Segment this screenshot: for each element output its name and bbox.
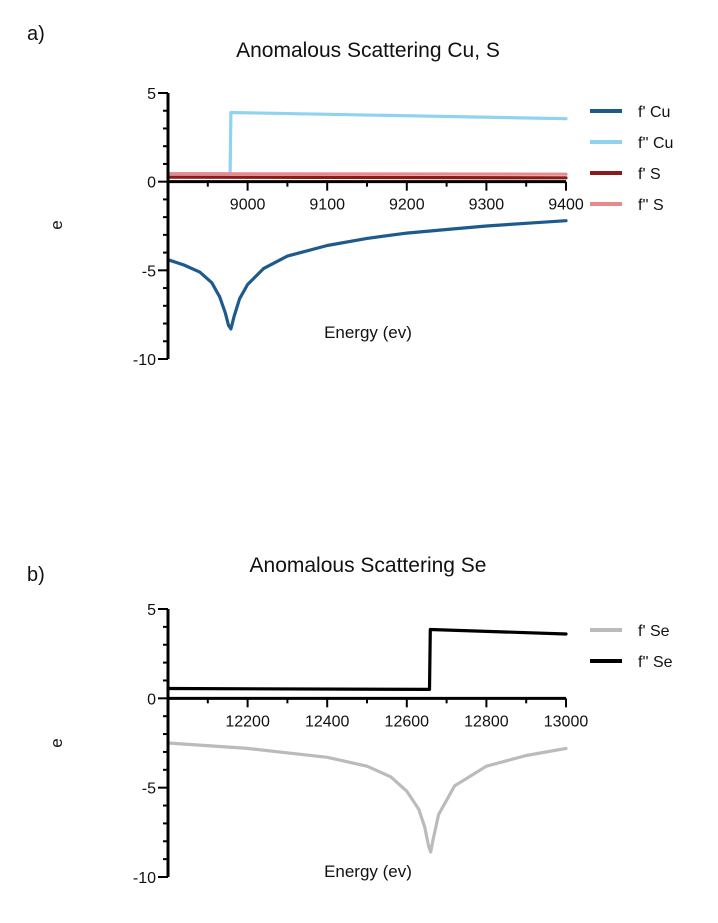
series-line-f-se (166, 627, 568, 692)
series-line-f-s (166, 172, 568, 176)
y-axis-label: e (47, 738, 66, 747)
x-tick-label: 12600 (385, 713, 430, 730)
x-tick-label: 12800 (464, 713, 509, 730)
legend-entry-label: f'' S (638, 197, 664, 214)
y-tick-label: 0 (147, 691, 156, 708)
x-tick-label: 13000 (544, 713, 589, 730)
x-tick-label: 12200 (225, 713, 270, 730)
chart-panel-a: a) Anomalous Scattering Cu, S 5 0 -5 -10 9000 9… (27, 23, 673, 369)
x-tick-label: 9100 (309, 197, 345, 214)
legend-entry-label: f' Se (638, 623, 670, 640)
y-tick-label: -10 (133, 870, 156, 887)
x-tick-label: 9400 (548, 197, 584, 214)
x-tick-label: 9000 (230, 197, 266, 214)
series-line-f-cu (166, 219, 568, 331)
series-line-f-cu (166, 110, 568, 176)
legend-entry-label: f'' Cu (638, 135, 673, 152)
x-tick-label: 9300 (469, 197, 505, 214)
panel-label: b) (27, 564, 45, 586)
y-tick-label: 5 (147, 602, 156, 619)
panel-label: a) (27, 23, 45, 45)
chart-title: Anomalous Scattering Se (250, 554, 487, 577)
y-axis-label: e (47, 220, 66, 229)
chart-panel-b: b) Anomalous Scattering Se 5 0 -5 -10 12200 124… (27, 554, 673, 887)
chart-title: Anomalous Scattering Cu, S (236, 39, 500, 62)
y-tick-label: -5 (142, 263, 156, 280)
legend-entry-label: f' Cu (638, 104, 670, 121)
y-tick-label: -10 (133, 352, 156, 369)
series-line-f-s (166, 175, 568, 180)
legend-entry-label: f' S (638, 166, 661, 183)
x-axis-label: Energy (ev) (324, 323, 412, 342)
legend-entry-label: f'' Se (638, 654, 673, 671)
y-tick-label: 0 (147, 175, 156, 192)
series-line-f-se (166, 741, 568, 854)
y-tick-label: -5 (142, 781, 156, 798)
y-tick-label: 5 (147, 86, 156, 103)
x-tick-label: 9200 (389, 197, 425, 214)
x-tick-label: 12400 (305, 713, 350, 730)
x-axis-label: Energy (ev) (324, 862, 412, 881)
